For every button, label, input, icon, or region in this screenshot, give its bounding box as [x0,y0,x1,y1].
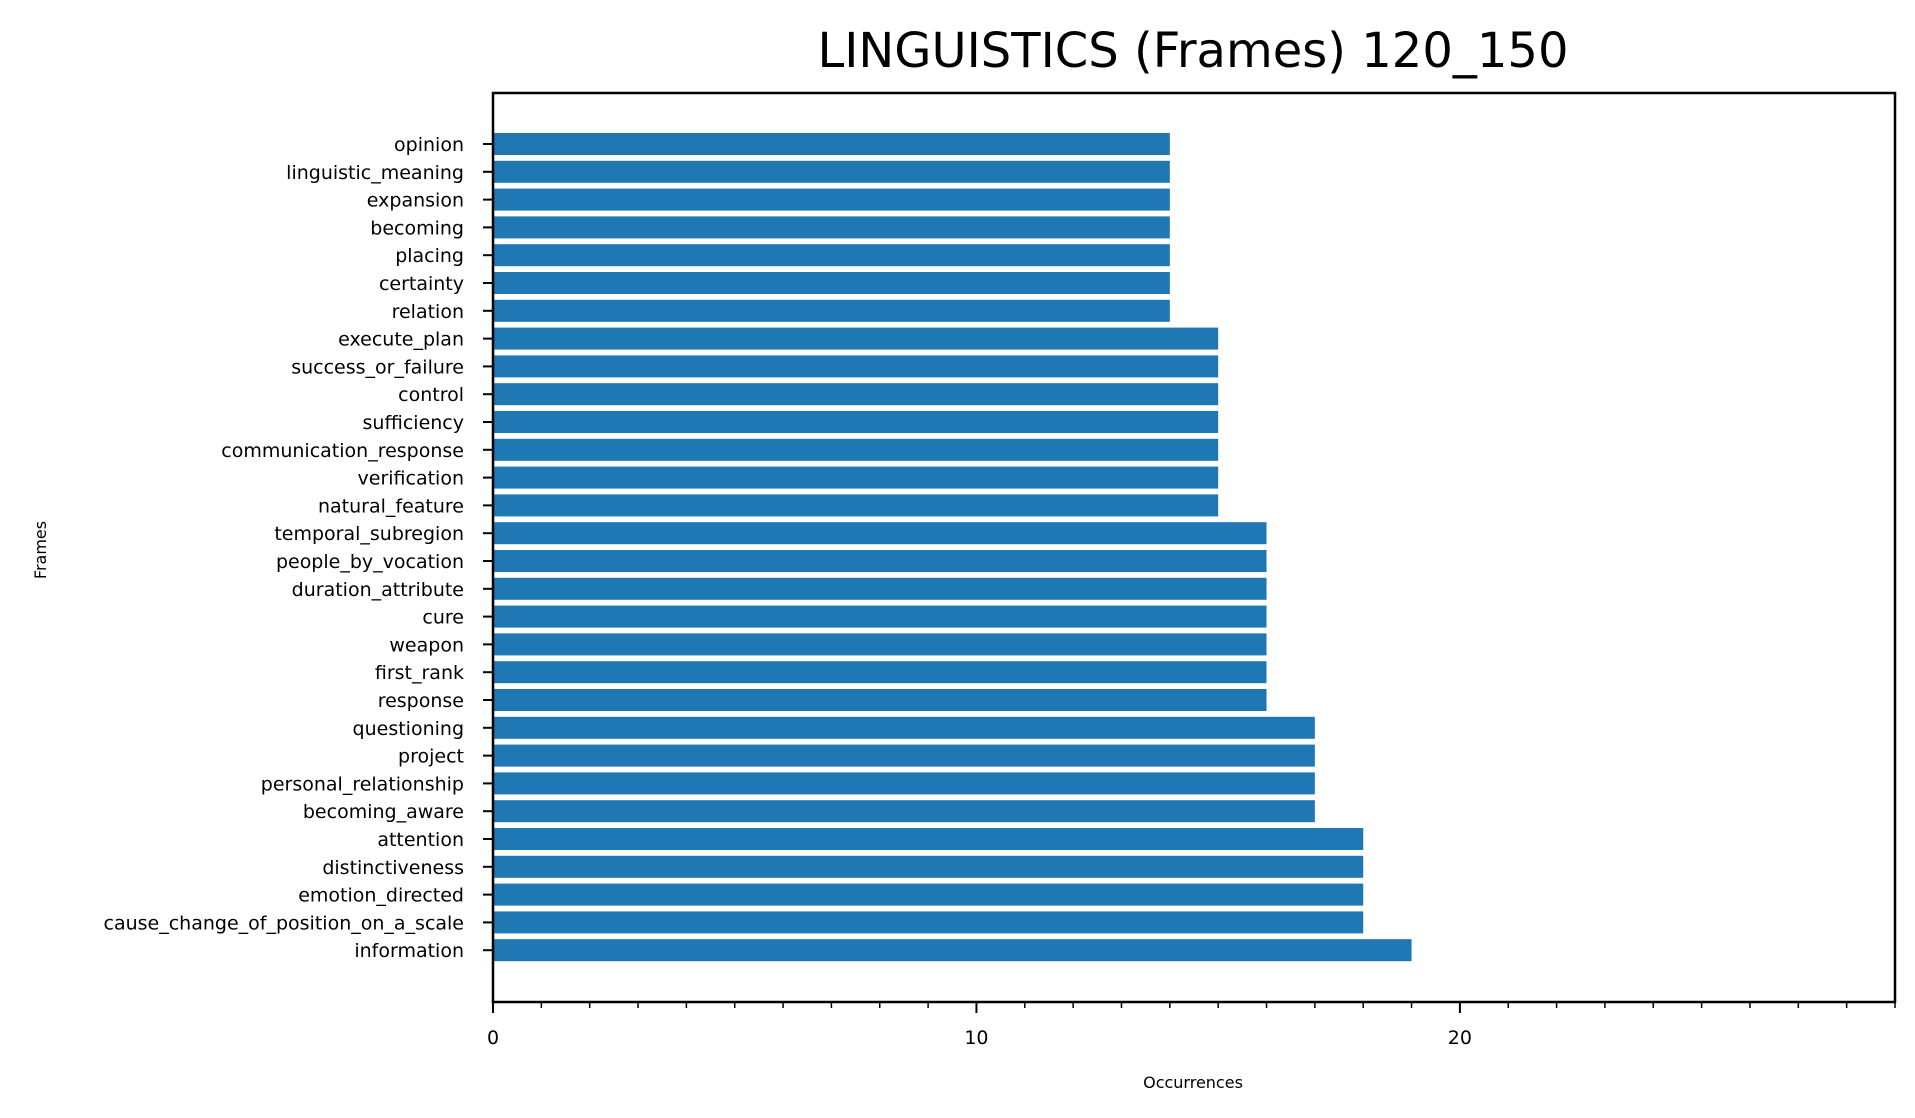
plot-frame [491,91,1897,1004]
bar-verification [493,466,1219,489]
y-tick-label: control [398,384,464,406]
y-tick-label: expansion [367,190,464,212]
bar-response [493,689,1267,711]
y-tick-label: linguistic_meaning [286,162,464,184]
y-tick-label: first_rank [375,662,464,684]
bar-people_by_vocation [493,550,1267,572]
bar-success_or_failure [493,355,1219,378]
bar-control [493,383,1219,406]
y-tick-label: opinion [394,134,464,156]
y-tick-label: success_or_failure [291,356,464,378]
y-tick-label: people_by_vocation [276,551,464,573]
x-tick-label: 0 [487,1027,499,1049]
bar-project [493,744,1315,767]
y-tick-label: weapon [389,634,464,656]
bar-emotion_directed [493,883,1364,906]
bar-cause_change_of_position_on_a_scale [493,911,1364,934]
bar-certainty [493,272,1170,294]
y-tick-label: execute_plan [338,329,464,351]
bar-attention [493,828,1364,850]
bar-personal_relationship [493,772,1315,795]
bar-becoming [493,216,1170,239]
y-tick-label: emotion_directed [298,885,464,907]
bar-opinion [493,133,1170,155]
y-tick-label: questioning [353,718,464,740]
bar-distinctiveness [493,855,1364,878]
bar-becoming_aware [493,800,1315,823]
y-tick-label: verification [358,468,464,490]
bars-group [493,133,1412,962]
bar-execute_plan [493,327,1219,350]
y-tick-label: placing [395,245,464,267]
y-tick-label: personal_relationship [261,773,464,795]
y-axis-label: Frames [31,521,50,579]
bar-questioning [493,716,1315,739]
y-tick-label: becoming [370,217,464,239]
y-tick-label: attention [377,829,464,851]
bar-linguistic_meaning [493,160,1170,183]
bar-duration_attribute [493,577,1267,600]
x-tick-label: 20 [1448,1027,1472,1049]
bar-relation [493,299,1170,322]
y-tick-label: project [398,746,464,768]
x-axis-label: Occurrences [1143,1073,1243,1092]
y-tick-label: information [354,940,464,962]
y-tick-label: relation [392,301,464,323]
bar-temporal_subregion [493,522,1267,545]
bar-sufficiency [493,411,1219,433]
bar-placing [493,244,1170,267]
bar-cure [493,605,1267,628]
bar-information [493,939,1412,962]
y-tick-label: response [378,690,464,712]
y-tick-label: natural_feature [318,495,464,517]
chart-title: LINGUISTICS (Frames) 120_150 [818,23,1569,79]
y-axis: opinion linguistic_meaning expansion becomi… [104,134,493,962]
y-tick-label: cure [422,607,464,629]
bar-expansion [493,188,1170,211]
bar-natural_feature [493,494,1219,517]
y-tick-label: cause_change_of_position_on_a_scale [104,912,464,934]
bar-weapon [493,633,1267,656]
y-tick-label: temporal_subregion [274,523,464,545]
bar-communication_response [493,438,1219,461]
y-tick-label: sufficiency [363,412,464,434]
x-tick-label: 10 [964,1027,988,1049]
y-tick-label: certainty [379,273,464,295]
x-axis: 0 10 20 [487,1002,1896,1049]
y-tick-label: communication_response [221,440,464,462]
y-tick-label: distinctiveness [322,857,464,879]
y-tick-label: becoming_aware [303,801,464,823]
y-tick-label: duration_attribute [292,579,464,601]
bar-first_rank [493,661,1267,684]
